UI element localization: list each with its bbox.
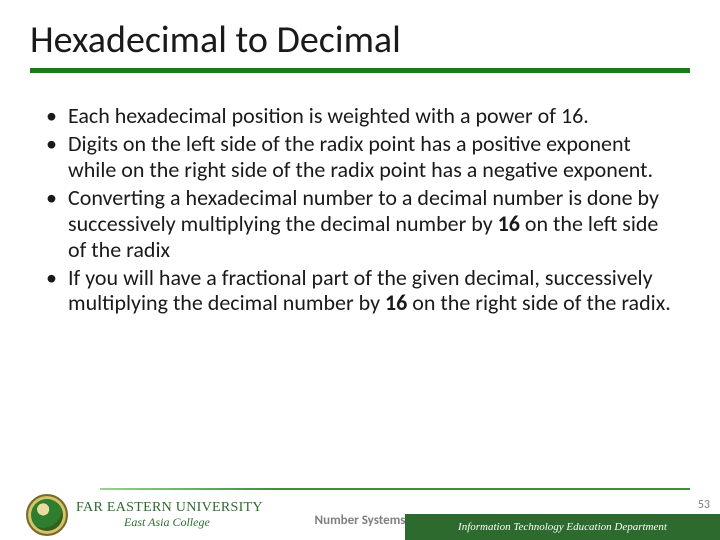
- list-item: Converting a hexadecimal number to a dec…: [40, 185, 680, 263]
- body-region: Each hexadecimal position is weighted wi…: [0, 73, 720, 317]
- title-region: Hexadecimal to Decimal: [0, 0, 720, 73]
- footer-department-text: Information Technology Education Departm…: [458, 521, 667, 533]
- footer-rule: [100, 488, 690, 490]
- footer: Number Systems 53 Information Technology…: [0, 488, 720, 540]
- university-block: FAR EASTERN UNIVERSITY East Asia College: [26, 494, 263, 536]
- list-item: Digits on the left side of the radix poi…: [40, 131, 680, 183]
- slide: Hexadecimal to Decimal Each hexadecimal …: [0, 0, 720, 540]
- list-item: If you will have a fractional part of th…: [40, 265, 680, 317]
- university-name: FAR EASTERN UNIVERSITY: [76, 501, 263, 516]
- list-item: Each hexadecimal position is weighted wi…: [40, 103, 680, 129]
- college-name: East Asia College: [76, 516, 263, 529]
- bullet-list: Each hexadecimal position is weighted wi…: [40, 103, 680, 317]
- slide-title: Hexadecimal to Decimal: [30, 20, 690, 62]
- footer-department-bar: Information Technology Education Departm…: [405, 514, 720, 540]
- page-number: 53: [698, 498, 710, 512]
- university-text: FAR EASTERN UNIVERSITY East Asia College: [76, 501, 263, 528]
- university-seal-icon: [26, 494, 68, 536]
